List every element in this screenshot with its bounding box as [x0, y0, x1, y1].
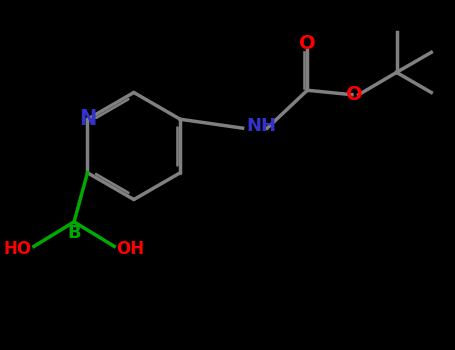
Text: B: B [67, 224, 81, 242]
Text: NH: NH [246, 117, 276, 135]
Text: N: N [79, 109, 96, 129]
Text: HO: HO [4, 240, 32, 258]
Text: O: O [299, 34, 316, 53]
Text: OH: OH [116, 240, 145, 258]
Text: O: O [346, 85, 363, 104]
